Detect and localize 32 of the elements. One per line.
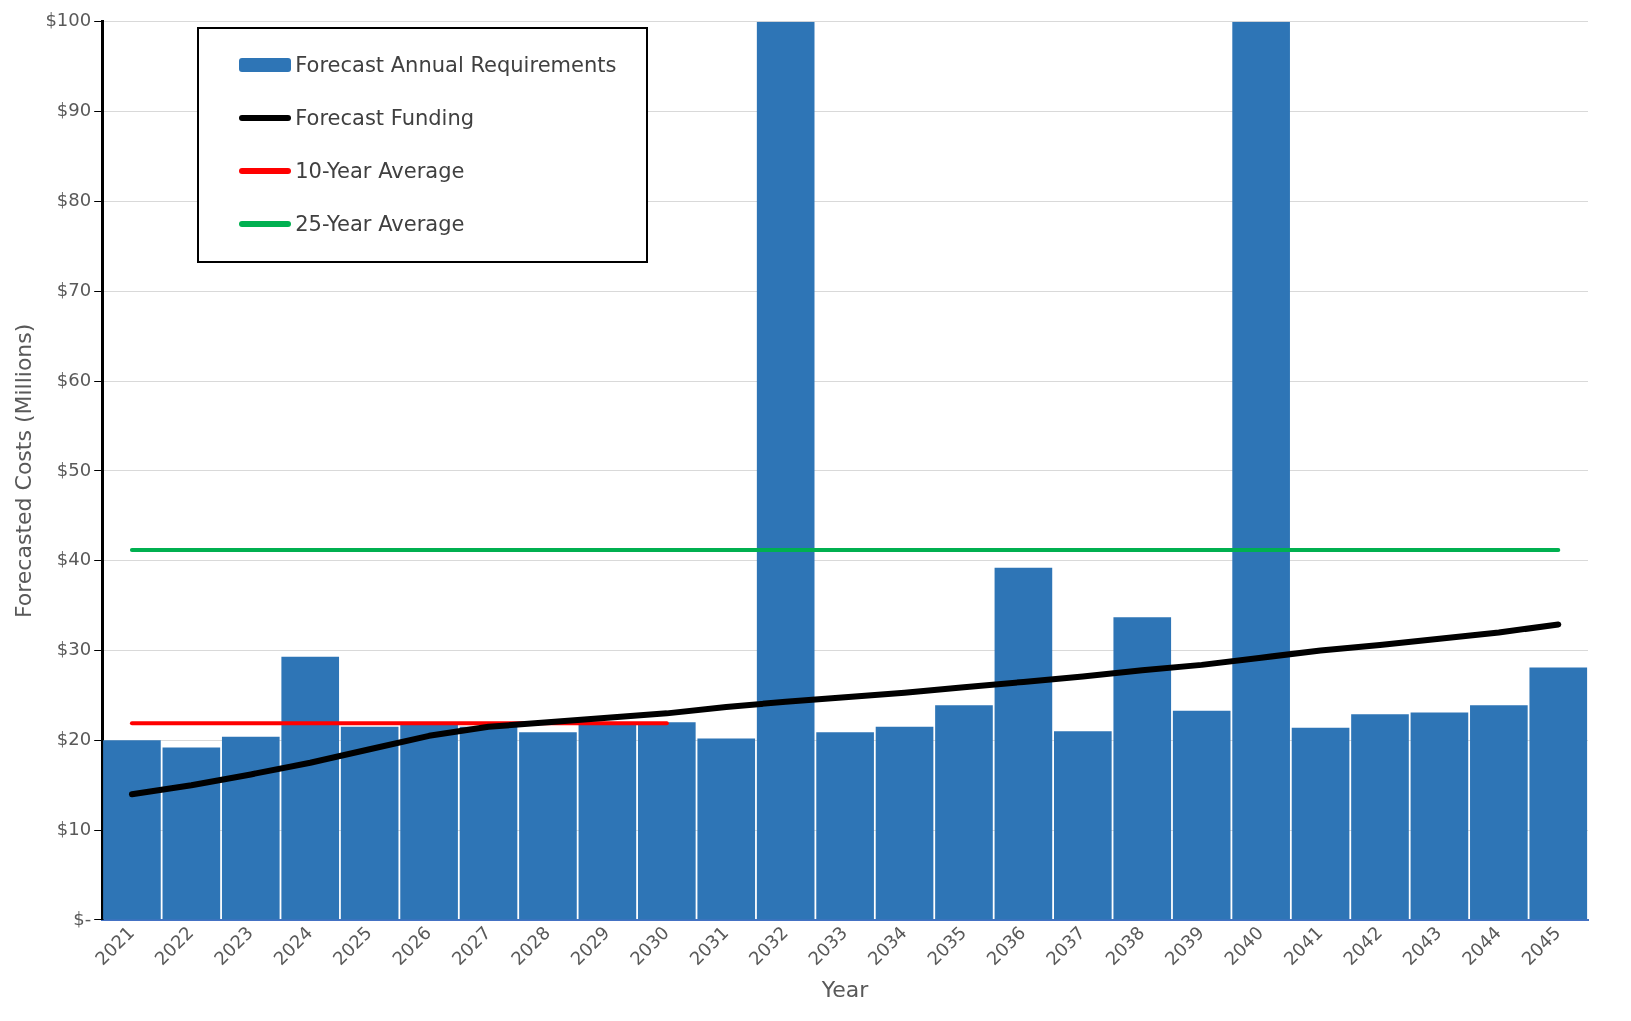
y-tick-label: $100 (45, 9, 92, 31)
bar (162, 747, 221, 920)
bar (1291, 727, 1350, 920)
bar (816, 732, 874, 920)
y-tick-label: $50 (56, 458, 92, 480)
y-tick-label: $10 (56, 817, 92, 839)
bar (1351, 714, 1409, 920)
bar (459, 726, 518, 920)
bar (400, 722, 458, 920)
y-tick-label: $70 (56, 278, 92, 300)
y-tick-label: $40 (56, 548, 92, 570)
y-tick-label: $90 (56, 99, 92, 121)
legend-label: Forecast Annual Requirements (295, 53, 617, 78)
bar (756, 21, 815, 920)
bar (1410, 712, 1469, 920)
legend-label: 25-Year Average (295, 212, 465, 237)
legend-label: Forecast Funding (295, 106, 475, 131)
bar (519, 732, 577, 920)
y-axis-title: Forecasted Costs (Millions) (10, 323, 36, 619)
bar (578, 724, 637, 920)
bar (935, 705, 993, 920)
legend-label: 10-Year Average (295, 159, 465, 184)
bar (103, 740, 161, 920)
x-axis-title: Year (820, 976, 870, 1002)
y-tick-label: $- (73, 907, 92, 929)
y-tick-label: $60 (56, 368, 92, 390)
bar (994, 567, 1053, 920)
y-tick-label: $80 (56, 189, 92, 211)
bar (340, 726, 399, 920)
bar (875, 726, 934, 920)
y-tick-label: $20 (56, 727, 92, 749)
y-tick-label: $30 (56, 638, 92, 660)
